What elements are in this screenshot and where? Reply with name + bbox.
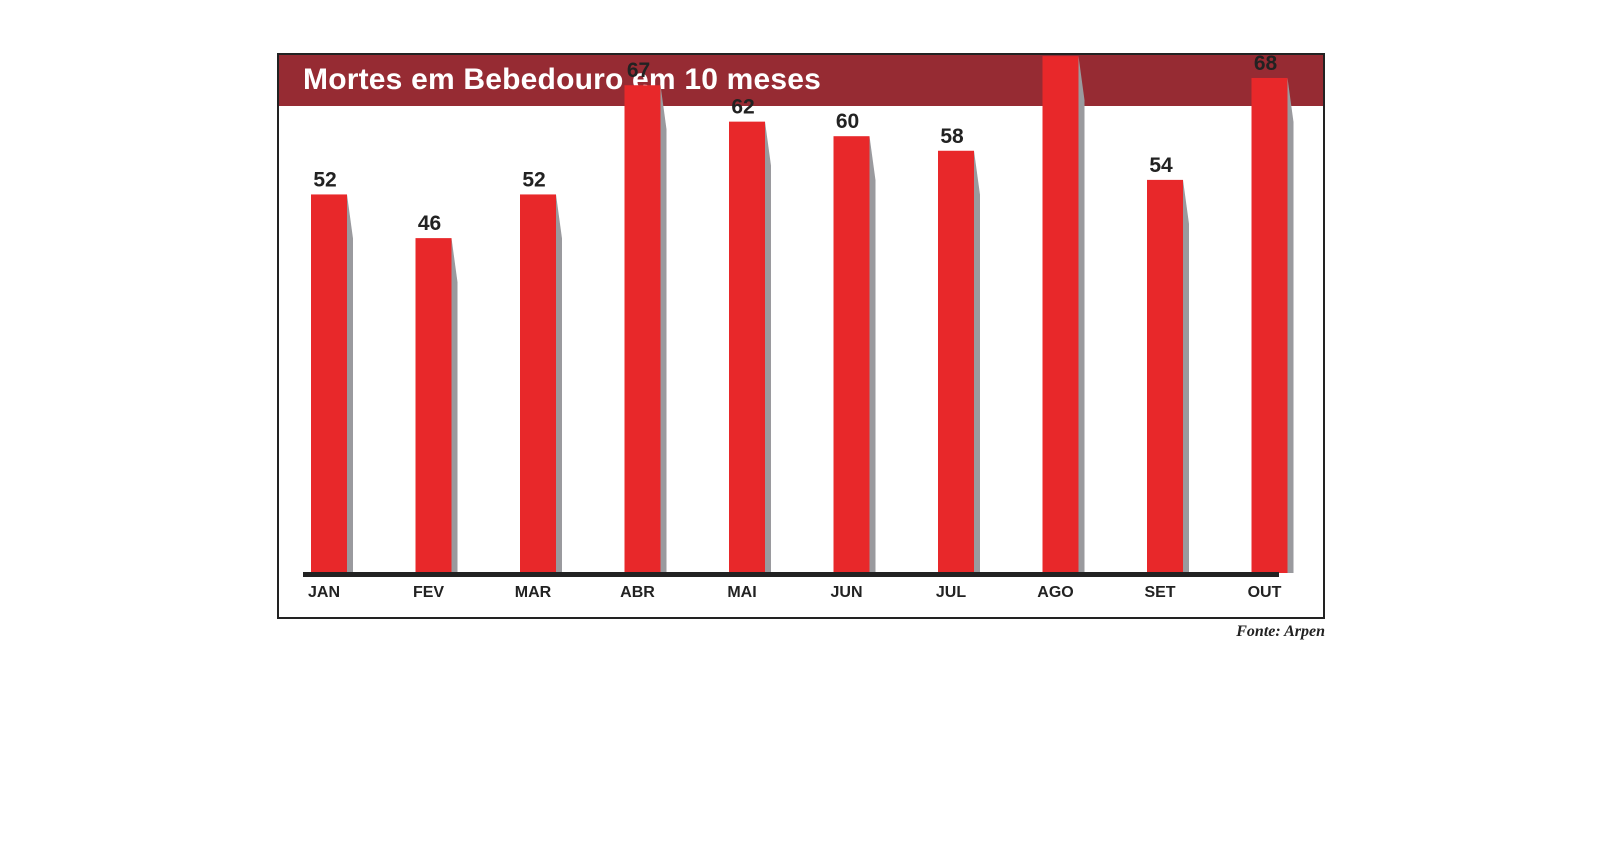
category-label-ago: AGO — [1037, 584, 1073, 601]
bar-abr — [624, 85, 661, 574]
category-label-jul: JUL — [936, 584, 966, 601]
bar-out — [1251, 77, 1288, 574]
category-label-out: OUT — [1248, 584, 1282, 601]
bar-shadow-jan — [347, 194, 353, 573]
source-note: Fonte: Arpen — [1236, 623, 1325, 640]
title-bar: Mortes em Bebedouro em 10 meses — [279, 55, 1323, 106]
bar-shadow-jul — [974, 150, 980, 573]
value-label-out: 68 — [1254, 55, 1278, 75]
bar-ago — [1042, 56, 1079, 574]
bar-mai — [729, 121, 765, 573]
bar-shadow-fev — [451, 238, 458, 573]
category-label-set: SET — [1144, 584, 1175, 601]
bar-chart: 52JAN46FEV52MAR67ABR62MAI60JUN58JUL71AGO… — [303, 55, 1294, 601]
value-label-set: 54 — [1149, 154, 1173, 177]
category-label-jan: JAN — [308, 584, 340, 601]
chart-frame: Mortes em Bebedouro em 10 meses 52 JAN 46 F… — [277, 53, 1325, 619]
bar-shadow-mai — [765, 121, 771, 573]
category-label-fev: FEV — [413, 584, 444, 601]
category-label-mar: MAR — [515, 584, 552, 601]
category-label-jun: JUN — [830, 584, 862, 601]
value-label-abr: 67 — [627, 59, 650, 82]
bar-shadow-out — [1287, 77, 1294, 574]
bar-shadow-set — [1183, 179, 1189, 573]
category-label-mai: MAI — [727, 584, 756, 601]
bar-shadow-mar — [556, 194, 562, 573]
value-label-jul: 58 — [940, 125, 964, 148]
bar-shadow-jun — [869, 136, 876, 573]
chart-title: Mortes em Bebedouro em 10 meses — [303, 63, 822, 96]
bar-jul — [938, 150, 974, 573]
bar-jun — [833, 136, 870, 573]
bar-shadow-abr — [660, 85, 667, 574]
category-label-abr: ABR — [620, 584, 655, 601]
value-label-mai: 62 — [731, 96, 754, 119]
bar-set — [1147, 179, 1183, 573]
bar-shadow-ago — [1078, 56, 1085, 574]
bar-mar — [520, 194, 556, 573]
value-label-fev: 46 — [418, 212, 441, 235]
value-label-jan: 52 — [313, 168, 336, 191]
bar-jan — [311, 194, 347, 573]
value-label-jun: 60 — [836, 110, 859, 133]
x-axis-baseline — [303, 572, 1279, 577]
value-label-mar: 52 — [522, 168, 545, 191]
bar-fev — [415, 238, 452, 573]
